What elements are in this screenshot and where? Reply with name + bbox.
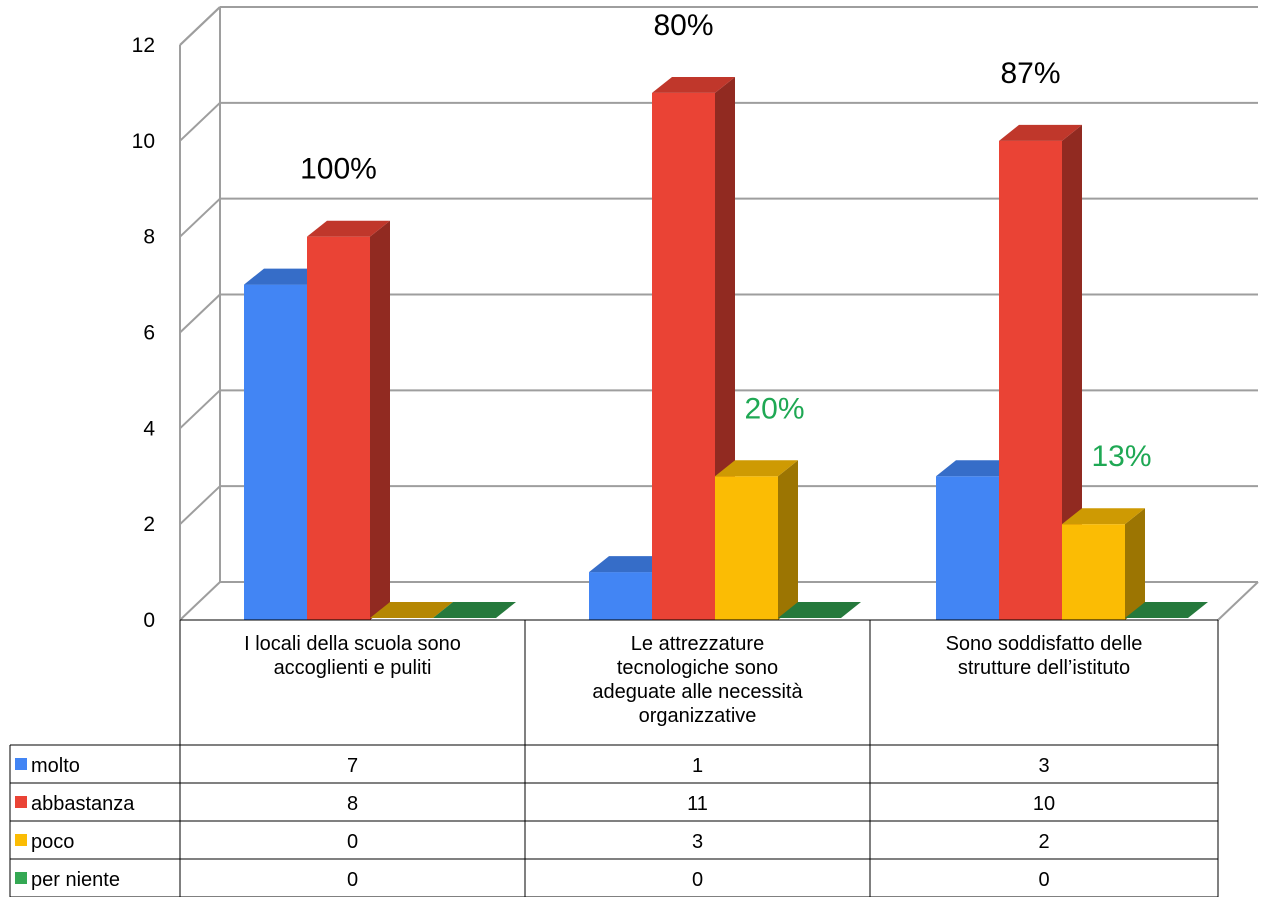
percent-annotation: 80% [653,9,713,42]
bar-front [999,140,1062,621]
bar [652,76,735,620]
legend-label: molto [31,755,80,777]
table-cell-value: 8 [347,793,358,815]
y-tick-label: 4 [143,417,155,440]
bar [999,124,1082,621]
category-label: Sono soddisfatto delle strutture dell’ist… [946,633,1143,679]
bar-top [999,124,1082,141]
annotations: 100% 80% 87% 20% 13% [300,9,1151,473]
bar-front [652,92,715,620]
category-label: Le attrezzature tecnologiche sono adeguate… [592,633,803,727]
percent-annotation: 13% [1091,440,1151,473]
y-tick-label: 2 [143,513,155,536]
bar-top [307,220,390,237]
legend-swatch [15,796,27,808]
bar-top [715,460,798,477]
bar-front [244,284,307,620]
bar-top [244,268,327,285]
category-label-line: tecnologiche sono [617,657,778,679]
data-table: I locali della scuola sono accoglienti e … [9,619,1219,897]
table-cell-value: 11 [687,793,708,815]
floor-right-edge [1217,581,1259,621]
percent-annotation: 100% [300,153,377,186]
gridline-diagonal [179,389,221,430]
gridline-diagonal [179,581,221,621]
percent-annotation: 20% [744,392,804,425]
bar-top [1062,508,1145,525]
bar-top [778,602,861,618]
table-cell-value: 0 [347,869,358,891]
legend-label: poco [31,831,74,853]
y-tick-label: 12 [132,34,155,57]
bar-side [370,220,390,620]
gridline-diagonal [179,197,221,238]
bar-front [715,476,778,620]
category-label-line: Sono soddisfatto delle [946,633,1143,655]
category-label-line: organizzative [639,705,757,727]
legend-label: abbastanza [31,793,135,815]
percent-annotation: 87% [1000,57,1060,90]
bar-side [778,460,798,620]
table-cell-value: 2 [1038,831,1049,853]
legend-swatch [15,758,27,770]
category-label: I locali della scuola sono accoglienti e … [244,633,461,679]
y-tick-label: 8 [143,226,155,249]
table-cell-value: 3 [692,831,703,853]
category-label-line: I locali della scuola sono [244,633,461,655]
y-tick-label: 6 [143,322,155,345]
category-label-line: accoglienti e puliti [274,657,432,679]
bar [1125,602,1208,618]
bar-top [1125,602,1208,618]
table-cell-value: 1 [692,755,703,777]
bar [370,602,453,618]
category-label-line: strutture dell’istituto [958,657,1130,679]
bar-side [1125,508,1145,620]
bar [1062,508,1145,620]
bar-top [370,602,453,618]
legend-label: per niente [31,869,120,891]
bar-top [433,602,516,618]
gridline-diagonal [179,293,221,334]
y-tick-label: 10 [132,130,155,153]
bar-top [936,460,1019,477]
bar-top [589,556,672,573]
legend-swatch [15,834,27,846]
table-cell-value: 0 [1038,869,1049,891]
table-cell-value: 3 [1038,755,1049,777]
table-cell-value: 0 [347,831,358,853]
bar [433,602,516,618]
table-cell-value: 7 [347,755,358,777]
category-label-line: adeguate alle necessità [592,681,803,703]
gridline-diagonal [179,102,221,142]
table-cell-value: 0 [692,869,703,891]
y-axis-ticks: 0 2 4 6 8 10 12 [132,34,156,632]
category-label-line: Le attrezzature [631,633,764,655]
bar-front [307,236,370,620]
bars [244,76,1208,621]
bar-front [936,476,999,620]
legend-swatch [15,872,27,884]
bar-front [589,572,652,620]
bar [778,602,861,618]
gridline-diagonal [179,6,221,46]
bar-front [1062,524,1125,620]
gridline-diagonal [179,485,221,525]
table-cell-value: 10 [1033,793,1055,815]
bar [715,460,798,620]
bar-top [652,76,735,93]
bar-side [1062,124,1082,620]
bar [307,220,390,620]
y-tick-label: 0 [143,609,155,632]
